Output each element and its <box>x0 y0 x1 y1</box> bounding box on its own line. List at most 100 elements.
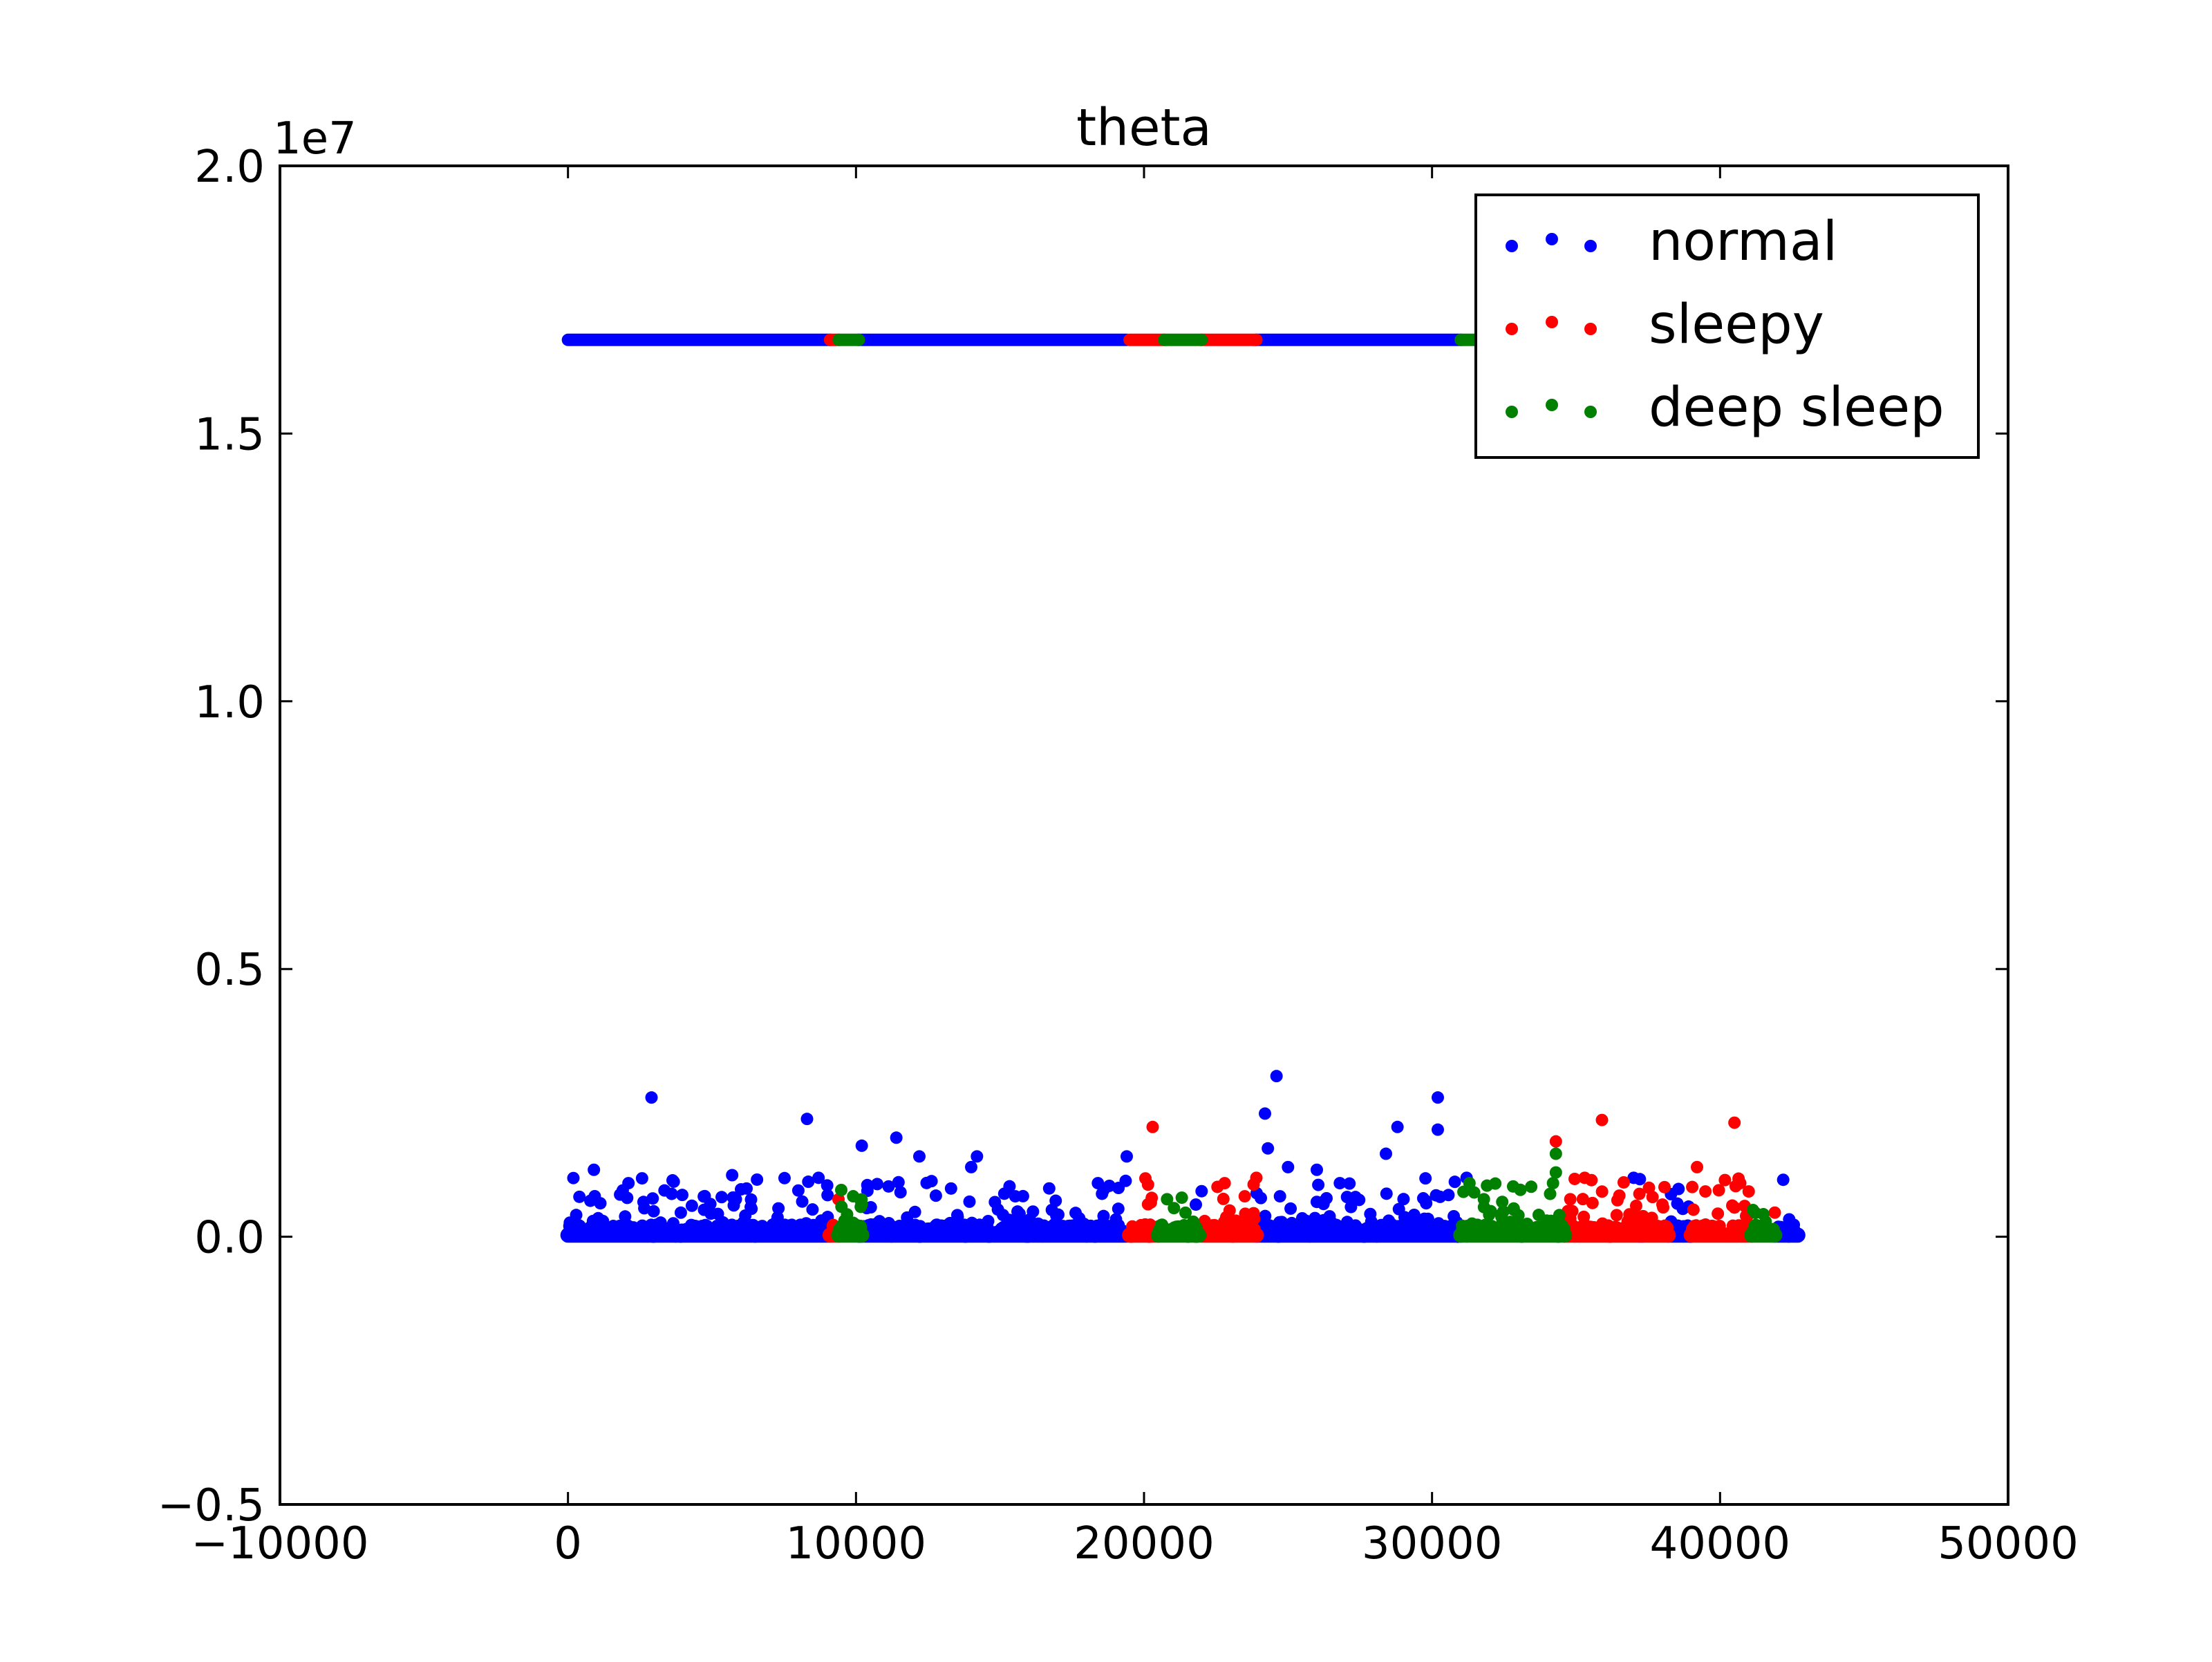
data-point <box>570 1209 583 1222</box>
data-point <box>1701 1228 1714 1241</box>
data-point <box>1564 1193 1577 1206</box>
data-point <box>882 1180 895 1193</box>
data-point <box>1146 1120 1159 1133</box>
data-point <box>1610 1209 1623 1222</box>
data-point <box>1347 1222 1360 1235</box>
data-point <box>674 1206 687 1219</box>
data-point <box>1549 1147 1562 1160</box>
data-point <box>997 1209 1010 1222</box>
data-point <box>1448 1175 1461 1189</box>
data-point <box>821 1189 834 1202</box>
data-point <box>685 1199 698 1212</box>
data-point <box>894 1186 907 1199</box>
data-point <box>913 1150 926 1163</box>
data-point <box>925 1175 938 1188</box>
data-point <box>1272 1225 1285 1238</box>
data-point <box>683 1222 696 1236</box>
data-point <box>700 1219 713 1232</box>
legend-item-normal: normal <box>1506 211 1837 273</box>
data-point <box>1568 1172 1582 1185</box>
data-point <box>1083 1225 1096 1238</box>
data-point <box>1718 1173 1732 1187</box>
data-point <box>622 1177 635 1190</box>
data-point <box>667 1175 680 1188</box>
data-point <box>1442 1189 1455 1202</box>
data-point <box>1481 1179 1494 1192</box>
data-point <box>1746 1203 1759 1216</box>
data-point <box>796 1195 809 1208</box>
data-point <box>1190 1198 1202 1211</box>
data-point <box>1419 1194 1432 1207</box>
data-point <box>821 1179 834 1192</box>
data-point <box>835 1200 848 1214</box>
data-point <box>1777 1173 1790 1187</box>
data-point <box>854 1227 868 1240</box>
legend: normal sleepy deep sleep <box>1474 193 1980 459</box>
data-point <box>675 1189 688 1202</box>
data-point <box>1468 1218 1481 1231</box>
data-point <box>1463 1177 1476 1190</box>
data-point <box>1250 1171 1263 1184</box>
data-point <box>1712 1184 1725 1197</box>
data-point <box>1284 1202 1297 1215</box>
data-point <box>1602 1219 1615 1232</box>
data-point <box>1397 1193 1410 1206</box>
data-point <box>1353 1193 1366 1207</box>
data-point <box>1317 1195 1330 1208</box>
data-point <box>1175 1191 1188 1205</box>
legend-marker <box>1546 316 1558 328</box>
data-point <box>1544 1187 1557 1200</box>
data-point <box>754 1220 767 1234</box>
data-point <box>1333 1177 1347 1190</box>
data-point <box>944 1182 957 1195</box>
data-point <box>1633 1187 1646 1200</box>
data-point <box>1553 1209 1566 1222</box>
data-point <box>745 1202 758 1216</box>
data-point <box>1112 1202 1125 1216</box>
data-point <box>567 1171 580 1184</box>
data-point <box>782 1228 795 1241</box>
data-point <box>794 1218 807 1231</box>
data-point <box>726 1169 739 1182</box>
data-point <box>803 1227 816 1240</box>
data-point <box>1457 1185 1470 1198</box>
data-point <box>1691 1160 1703 1173</box>
data-point <box>1145 1191 1159 1205</box>
data-point <box>997 1187 1011 1200</box>
data-point <box>645 1091 658 1104</box>
data-point <box>1577 1210 1591 1223</box>
data-point <box>1629 1199 1642 1212</box>
legend-marker <box>1546 233 1558 245</box>
data-point <box>1430 1189 1443 1202</box>
data-point <box>1344 1200 1358 1214</box>
data-point <box>740 1182 753 1195</box>
data-point <box>646 1192 659 1205</box>
data-point <box>1168 1202 1181 1215</box>
data-point <box>1428 1225 1441 1238</box>
data-point <box>744 1193 758 1206</box>
data-point <box>1311 1163 1323 1176</box>
data-point <box>1611 1193 1624 1207</box>
y-tick-label: −0.5 <box>158 1480 265 1531</box>
data-point <box>1746 1225 1759 1238</box>
data-point <box>1506 1180 1519 1193</box>
legend-marker <box>1584 240 1597 252</box>
data-point <box>1384 1217 1397 1230</box>
data-point <box>1062 1229 1075 1243</box>
data-point <box>1369 1227 1382 1240</box>
x-tick-label: 10000 <box>786 1518 927 1569</box>
data-point <box>1177 1219 1190 1232</box>
data-point <box>855 1198 868 1211</box>
series-sleepy <box>822 333 1781 1243</box>
data-point <box>1228 1227 1241 1240</box>
data-point <box>1379 1226 1392 1239</box>
y-tick-label: 1.0 <box>194 677 265 728</box>
data-point <box>1139 1172 1152 1185</box>
data-point <box>1549 1135 1562 1148</box>
data-point <box>1584 1220 1597 1234</box>
x-tick-label: 0 <box>554 1518 582 1569</box>
data-point <box>1216 1229 1229 1243</box>
data-point <box>1671 1197 1684 1210</box>
data-point <box>800 1113 814 1126</box>
